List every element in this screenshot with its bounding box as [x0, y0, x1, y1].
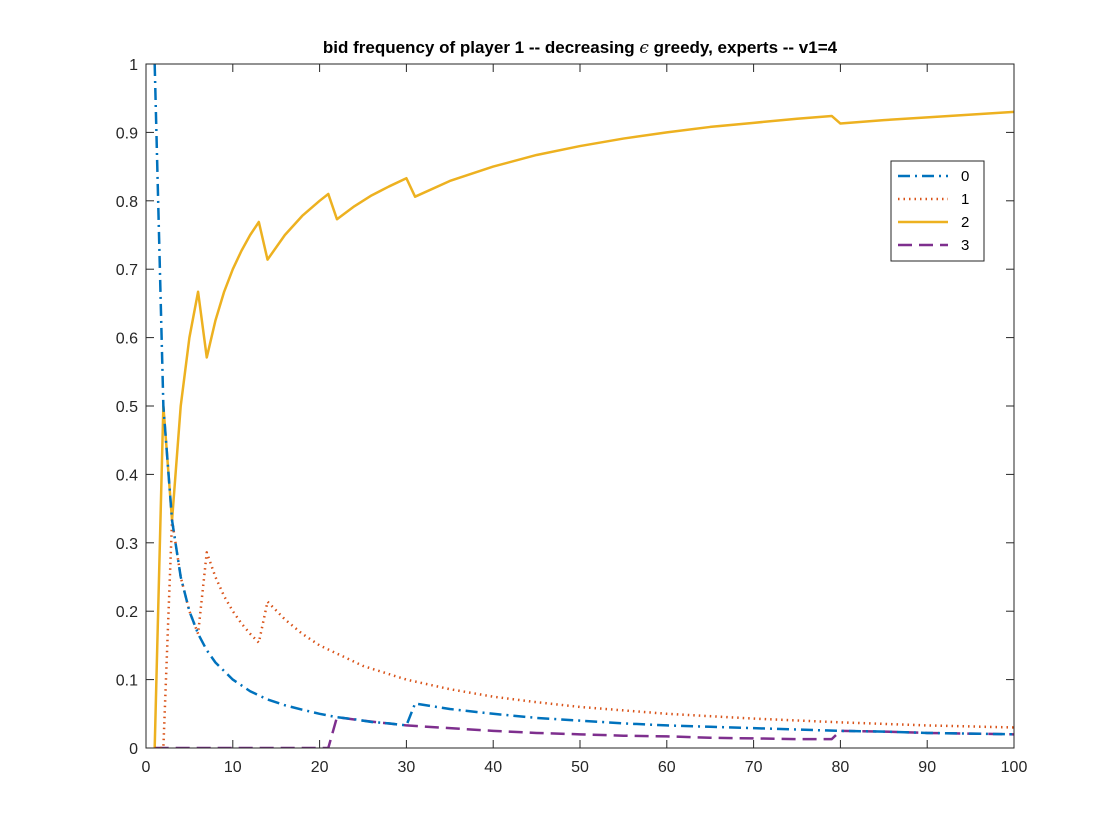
y-tick-label: 0.4 — [116, 467, 138, 484]
x-tick-label: 40 — [484, 759, 502, 776]
y-tick-label: 0.1 — [116, 673, 138, 690]
chart-title-suffix: greedy, experts -- v1=4 — [649, 38, 838, 57]
series-layer — [153, 64, 1014, 748]
x-axis: 0 10 20 30 40 50 60 70 80 90 100 — [142, 64, 1028, 776]
legend-label-1: 1 — [961, 191, 969, 208]
y-tick-label: 0.6 — [116, 331, 138, 348]
x-tick-label: 0 — [142, 759, 151, 776]
x-tick-label: 60 — [658, 759, 676, 776]
epsilon-symbol: ϵ — [639, 38, 649, 58]
y-tick-label: 0.9 — [116, 125, 138, 142]
chart-title-prefix: bid frequency of player 1 -- decreasing — [323, 38, 639, 57]
x-tick-label: 90 — [918, 759, 936, 776]
y-tick-label: 0.8 — [116, 194, 138, 211]
x-tick-label: 10 — [224, 759, 242, 776]
legend: 0 1 2 3 — [890, 160, 985, 262]
series-line-0 — [153, 64, 1014, 736]
x-tick-label: 20 — [311, 759, 329, 776]
y-tick-label: 0.5 — [116, 399, 138, 416]
y-axis: 0 0.1 0.2 0.3 0.4 0.5 0.6 0.7 0.8 0.9 1 — [116, 57, 1014, 758]
x-tick-label: 100 — [1001, 759, 1028, 776]
y-tick-label: 1 — [129, 57, 138, 74]
y-tick-label: 0.3 — [116, 536, 138, 553]
legend-label-3: 3 — [961, 237, 969, 254]
series-line-2 — [153, 110, 1014, 748]
x-tick-label: 50 — [571, 759, 589, 776]
y-tick-label: 0 — [129, 741, 138, 758]
legend-label-2: 2 — [961, 214, 969, 231]
x-tick-label: 80 — [832, 759, 850, 776]
y-tick-label: 0.7 — [116, 262, 138, 279]
legend-label-0: 0 — [961, 168, 969, 185]
chart-title: bid frequency of player 1 -- decreasing … — [323, 38, 838, 58]
y-tick-label: 0.2 — [116, 604, 138, 621]
x-tick-label: 30 — [398, 759, 416, 776]
series-line-3 — [154, 715, 1014, 748]
x-tick-label: 70 — [745, 759, 763, 776]
